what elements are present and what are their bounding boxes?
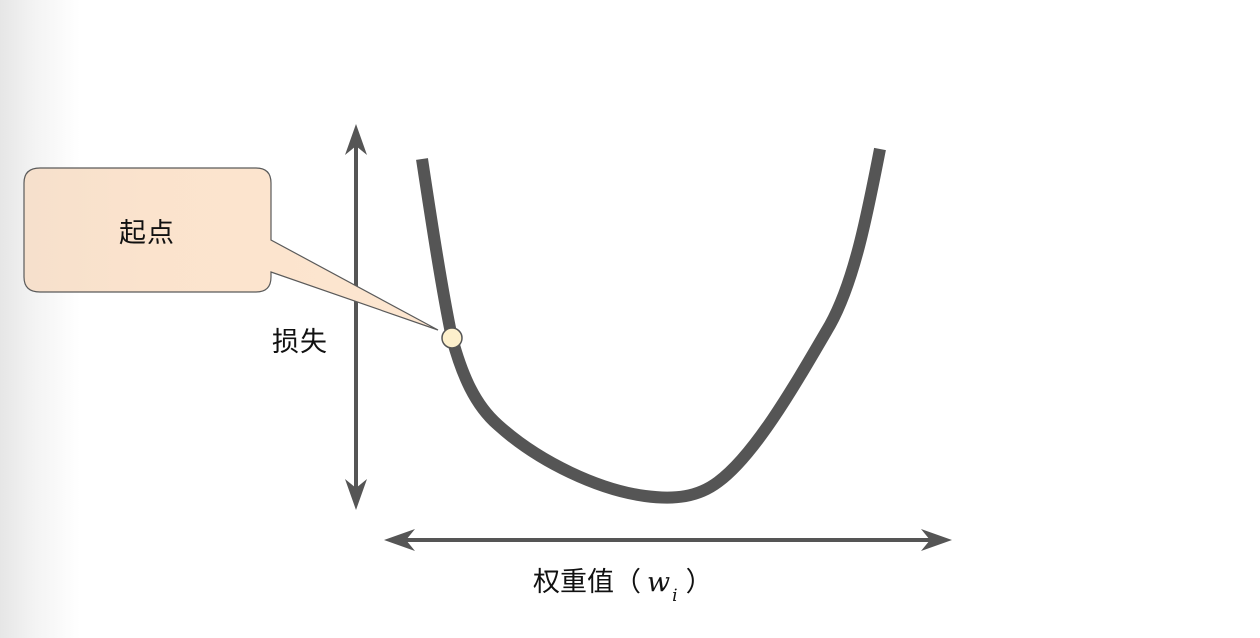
arrow-right-icon (921, 529, 952, 551)
loss-axis-label: 损失 (272, 327, 328, 358)
arrow-left-icon (384, 529, 415, 551)
start-callout-bubble (23, 167, 439, 331)
weight-axis-label-close: ） (685, 567, 713, 598)
start-point-marker (441, 327, 463, 349)
weight-axis (384, 529, 952, 551)
left-edge-shadow (0, 0, 80, 638)
weight-axis-label: 权重值（ w i ） (533, 560, 713, 606)
weight-axis-label-text: 权重值（ (533, 567, 641, 598)
arrow-down-icon (345, 479, 367, 510)
weight-variable-subscript: i (672, 586, 678, 606)
loss-curve (416, 147, 886, 504)
weight-variable: w (647, 567, 671, 598)
start-callout-label: 起点 (119, 217, 175, 249)
arrow-up-icon (345, 124, 367, 155)
loss-axis (345, 124, 367, 510)
